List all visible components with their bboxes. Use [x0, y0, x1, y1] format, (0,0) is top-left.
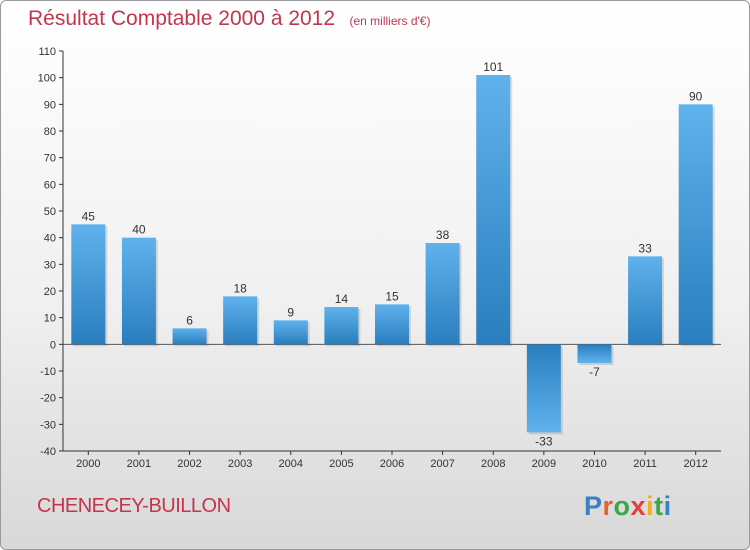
y-tick-label: -10	[40, 366, 56, 378]
y-tick-label: 80	[44, 126, 56, 138]
y-tick-label: 40	[44, 233, 56, 245]
bar-2005	[324, 307, 359, 345]
y-tick-label: 110	[38, 46, 56, 58]
value-label-2005: 14	[335, 292, 349, 306]
value-label-2000: 45	[82, 209, 96, 223]
value-label-2004: 9	[287, 305, 294, 319]
x-tick-label-2000: 2000	[76, 458, 100, 470]
logo-letter: i	[663, 491, 672, 521]
chart-value-labels: 45 40 6 18 9 14 15 38 101 -33 -7 33 90	[82, 60, 703, 448]
x-tick-label-2011: 2011	[633, 458, 657, 470]
value-label-2003: 18	[233, 281, 247, 295]
y-tick-label: 0	[50, 339, 56, 351]
bar-2004	[273, 320, 308, 345]
bar-2003	[223, 296, 258, 345]
value-label-2011: 33	[638, 241, 652, 255]
bar-2011	[628, 256, 663, 345]
y-tick-label: -20	[40, 393, 56, 405]
value-label-2008: 101	[483, 60, 503, 74]
y-tick-label: 10	[44, 313, 56, 325]
y-tick-label: 50	[44, 206, 56, 218]
y-tick-label: -30	[40, 419, 56, 431]
value-label-2006: 15	[385, 289, 399, 303]
value-label-2010: -7	[589, 365, 600, 379]
y-tick-label: 30	[44, 259, 56, 271]
bar-2000	[71, 224, 106, 345]
bar-2008	[476, 75, 511, 345]
bar-2012	[678, 104, 713, 345]
commune-name: CHENECEY-BUILLON	[37, 495, 231, 517]
logo-letter: x	[630, 491, 647, 521]
value-label-2012: 90	[689, 89, 703, 103]
value-label-2002: 6	[186, 313, 193, 327]
bar-2001	[121, 237, 156, 345]
value-label-2007: 38	[436, 228, 450, 242]
x-tick-label-2008: 2008	[481, 458, 505, 470]
y-tick-label: -40	[40, 446, 56, 458]
x-tick-label-2009: 2009	[532, 458, 556, 470]
x-tick-label-2001: 2001	[127, 458, 151, 470]
logo-letter: t	[654, 491, 664, 521]
value-label-2001: 40	[132, 223, 146, 237]
logo-letter: P	[584, 491, 603, 521]
bar-2007	[425, 243, 460, 345]
x-tick-label-2003: 2003	[228, 458, 252, 470]
x-tick-label-2010: 2010	[582, 458, 606, 470]
bar-2010	[577, 344, 612, 363]
y-tick-label: 70	[44, 153, 56, 165]
value-label-2009: -33	[535, 434, 553, 448]
y-tick-label: 20	[44, 286, 56, 298]
logo-letter: o	[613, 491, 631, 521]
chart-title: Résultat Comptable 2000 à 2012	[28, 7, 336, 30]
x-tick-label-2005: 2005	[329, 458, 353, 470]
x-tick-label-2002: 2002	[177, 458, 201, 470]
bar-2006	[375, 304, 409, 345]
y-tick-label: 60	[44, 179, 56, 191]
chart-title-block: Résultat Comptable 2000 à 2012 (en milli…	[28, 7, 430, 31]
chart-bars	[71, 75, 715, 435]
x-tick-label-2007: 2007	[430, 458, 454, 470]
x-tick-label-2004: 2004	[279, 458, 303, 470]
bar-2009	[526, 344, 561, 433]
proxiti-logo[interactable]: Proxiti	[584, 491, 672, 522]
y-tick-label: 100	[38, 73, 56, 85]
y-tick-label: 90	[44, 99, 56, 111]
x-tick-label-2006: 2006	[380, 458, 404, 470]
logo-letter: i	[646, 491, 655, 521]
logo-letter: r	[602, 491, 614, 521]
x-tick-label-2012: 2012	[683, 458, 707, 470]
bar-2002	[172, 328, 207, 345]
chart-subtitle: (en milliers d'€)	[349, 14, 431, 28]
